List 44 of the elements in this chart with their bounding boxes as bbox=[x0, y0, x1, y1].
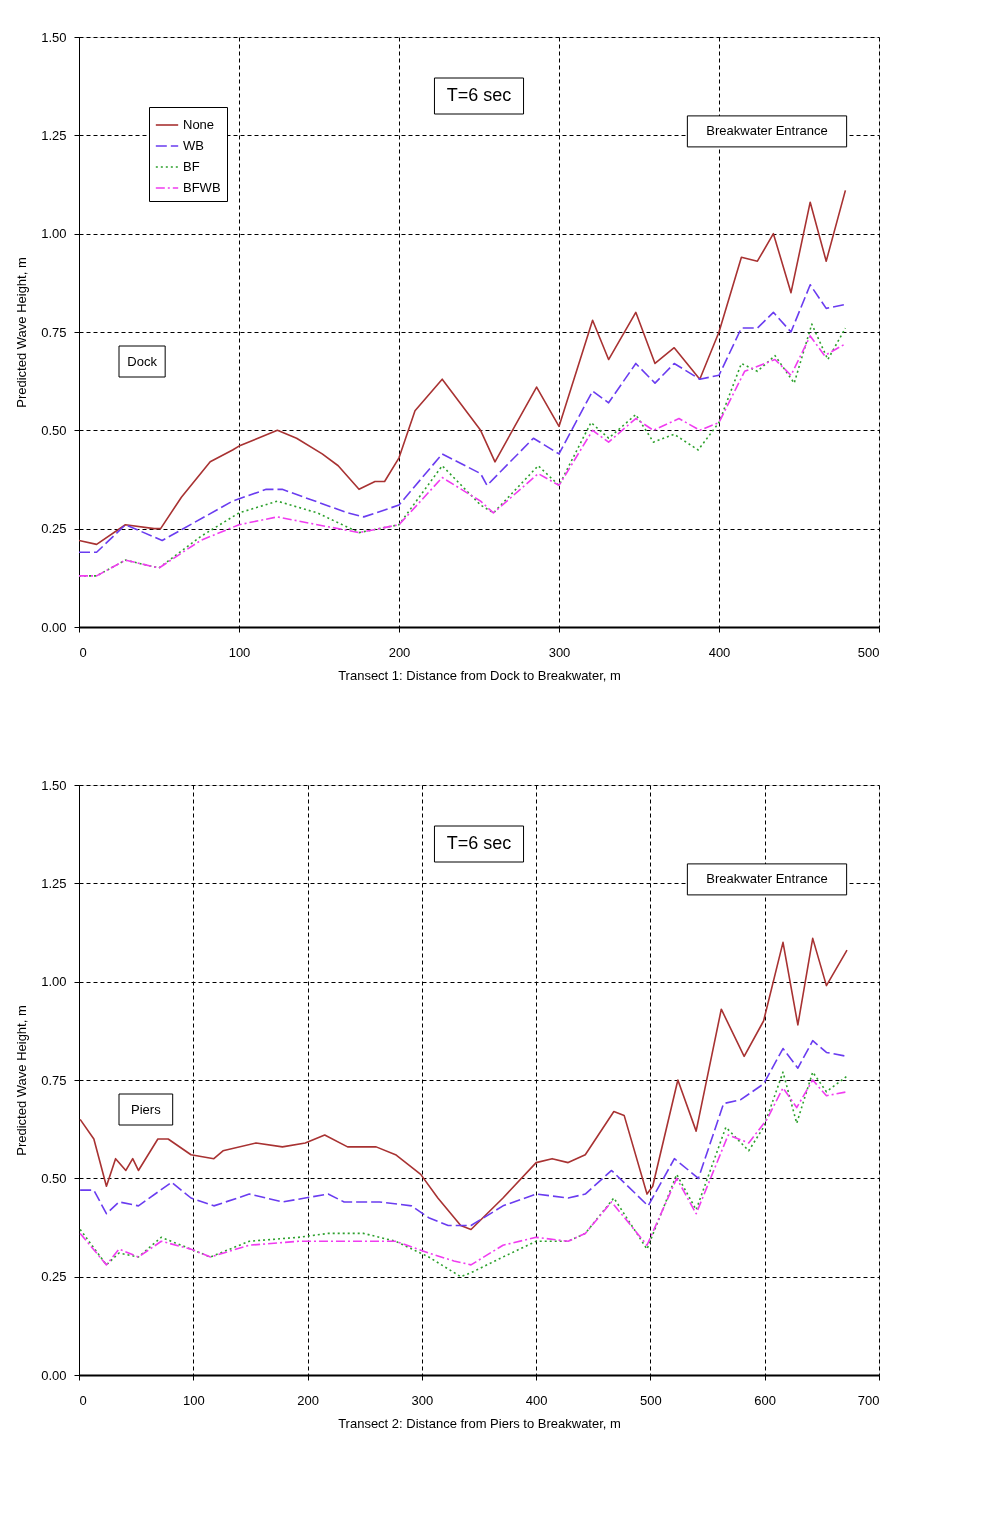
annotation: T=6 sec bbox=[446, 833, 512, 853]
x-tick-label: 700 bbox=[857, 1392, 880, 1408]
legend-label: BFWB bbox=[183, 180, 221, 195]
x-axis-title: Transect 2: Distance from Piers to Breakwater, m bbox=[338, 1415, 621, 1431]
x-tick-label: 0 bbox=[79, 644, 87, 660]
y-tick-label: 1.50 bbox=[41, 29, 67, 45]
x-tick-label: 600 bbox=[754, 1392, 777, 1408]
y-tick-label: 0.75 bbox=[41, 1072, 67, 1088]
y-tick-label: 0.50 bbox=[41, 1170, 67, 1186]
x-tick-label: 500 bbox=[857, 644, 880, 660]
y-tick-label: 1.25 bbox=[41, 875, 67, 891]
y-tick-label: 0.25 bbox=[41, 521, 67, 537]
annotation: T=6 sec bbox=[446, 85, 512, 105]
x-tick-label: 100 bbox=[182, 1392, 205, 1408]
line-series bbox=[79, 937, 848, 1231]
legend-label: None bbox=[183, 117, 215, 132]
y-tick-label: 1.25 bbox=[41, 127, 67, 143]
annotation: Breakwater Entrance bbox=[706, 123, 828, 139]
y-axis-title: Predicted Wave Height, m bbox=[14, 1005, 30, 1156]
y-tick-label: 0.00 bbox=[41, 1367, 67, 1383]
legend-label: BF bbox=[183, 159, 200, 174]
annotation: Dock bbox=[127, 353, 158, 369]
y-tick-label: 1.00 bbox=[41, 974, 67, 990]
x-tick-label: 300 bbox=[411, 1392, 434, 1408]
y-tick-label: 1.50 bbox=[41, 777, 67, 793]
x-tick-label: 300 bbox=[548, 644, 571, 660]
annotation: Breakwater Entrance bbox=[706, 871, 828, 887]
annotation: Piers bbox=[131, 1101, 162, 1117]
y-tick-label: 0.50 bbox=[41, 422, 67, 438]
x-axis-title: Transect 1: Distance from Dock to Breakwater, m bbox=[338, 667, 621, 683]
y-axis-title: Predicted Wave Height, m bbox=[14, 257, 30, 408]
x-tick-label: 500 bbox=[640, 1392, 662, 1408]
y-tick-label: 0.00 bbox=[41, 619, 67, 635]
x-tick-label: 100 bbox=[228, 644, 251, 660]
line-series bbox=[79, 284, 847, 554]
y-tick-label: 0.75 bbox=[41, 324, 67, 340]
y-tick-label: 1.00 bbox=[41, 226, 67, 242]
legend-label: WB bbox=[183, 138, 204, 153]
x-tick-label: 400 bbox=[708, 644, 731, 660]
x-tick-label: 200 bbox=[297, 1392, 319, 1408]
y-tick-label: 0.25 bbox=[41, 1269, 67, 1285]
x-tick-label: 200 bbox=[388, 644, 411, 660]
x-tick-label: 0 bbox=[79, 1392, 87, 1408]
x-tick-label: 400 bbox=[525, 1392, 548, 1408]
